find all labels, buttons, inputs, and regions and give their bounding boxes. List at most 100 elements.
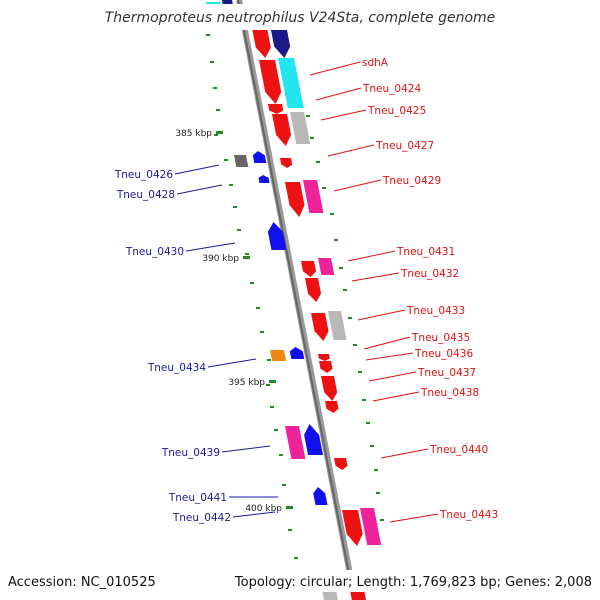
label-leader-line (221, 445, 271, 453)
label-leader-line (176, 184, 223, 195)
label-leader-line (380, 448, 429, 459)
gc-dot (343, 289, 347, 291)
gc-dot (279, 454, 283, 456)
gc-dot (260, 331, 264, 333)
tick-mark (269, 380, 276, 383)
gene-label-left: Tneu_0434 (147, 362, 206, 374)
gene-label-left: Tneu_0439 (161, 447, 220, 459)
feature-red (310, 313, 329, 341)
gene-label-left: Tneu_0441 (168, 492, 227, 504)
gc-dot (282, 484, 286, 486)
feature-red (342, 510, 363, 546)
gene-features (206, 0, 382, 600)
label-leader-line (232, 511, 276, 518)
gc-dot (229, 184, 233, 186)
gc-dot (358, 371, 362, 373)
label-leader-line (333, 179, 382, 192)
label-leader-line (347, 250, 396, 262)
feature-blue-small (252, 151, 267, 163)
label-leader-line (389, 513, 439, 523)
gene-label-right: Tneu_0440 (429, 444, 488, 456)
tick-label: 385 kbp (175, 129, 212, 139)
gene-label-right: sdhA (362, 57, 389, 69)
gc-dot (256, 307, 260, 309)
gc-dot (334, 239, 338, 241)
tick-mark (216, 131, 223, 134)
gene-label-left: Tneu_0426 (114, 169, 173, 181)
feature-pink (360, 508, 382, 545)
feature-blue (267, 222, 287, 250)
gene-label-right: Tneu_0433 (406, 305, 465, 317)
gc-dot (376, 492, 380, 494)
gc-dot (267, 359, 271, 361)
gene-label-right: Tneu_0431 (396, 246, 455, 258)
gene-label-left: Tneu_0442 (172, 512, 231, 524)
gc-dot (213, 87, 217, 89)
gc-dot (270, 406, 274, 408)
feature-red-small (333, 458, 348, 470)
gene-label-right: Tneu_0436 (414, 348, 473, 360)
gc-dot (210, 61, 214, 63)
gc-dot (288, 529, 292, 531)
feature-orange (270, 350, 287, 361)
feature-red-tiny (317, 354, 330, 361)
gc-dot (206, 34, 210, 36)
gc-dot (366, 422, 370, 424)
gene-label-right: Tneu_0443 (439, 509, 498, 521)
label-leader-line (174, 164, 220, 175)
feature-blue-tiny (258, 175, 270, 183)
label-leader-line (327, 144, 375, 157)
feature-red-bottom (350, 590, 366, 600)
feature-pink (303, 180, 324, 213)
gc-dot (362, 399, 366, 401)
feature-pink (317, 258, 335, 275)
tick-label: 400 kbp (245, 504, 282, 514)
feature-red (301, 261, 317, 277)
genome-backbone (236, 0, 358, 600)
backbone-inner (237, 0, 355, 600)
gene-label-right: Tneu_0437 (417, 367, 476, 379)
gc-dot (330, 213, 334, 215)
feature-red-small (279, 158, 293, 168)
gc-dot (224, 159, 228, 161)
feature-red-small (324, 401, 339, 413)
feature-blue-small (313, 487, 328, 505)
label-leader-line (372, 391, 420, 402)
tick-mark (243, 256, 250, 259)
gc-dot (274, 429, 278, 431)
feature-grey (328, 311, 347, 340)
feature-red-small (318, 361, 333, 373)
gc-dot (237, 229, 241, 231)
feature-navy (269, 25, 291, 58)
feature-red (284, 182, 305, 217)
label-leader-line (368, 371, 417, 382)
accession-text: Accession: NC_010525 (8, 575, 156, 590)
label-leader-line (365, 352, 414, 361)
gene-label-right: Tneu_0435 (411, 332, 470, 344)
label-leader-line (351, 272, 400, 282)
gene-label-right: Tneu_0429 (382, 175, 441, 187)
feature-red (321, 376, 338, 401)
gene-label-right: Tneu_0424 (362, 83, 421, 95)
gc-dot (294, 557, 298, 559)
tick-label: 390 kbp (202, 254, 239, 264)
label-leader-line (357, 309, 406, 321)
genome-stats-text: Topology: circular; Length: 1,769,823 bp… (234, 575, 592, 590)
gene-label-left: Tneu_0430 (125, 246, 184, 258)
gc-dot (348, 317, 352, 319)
gc-dot (380, 519, 384, 521)
feature-red (305, 278, 322, 302)
gc-dot (250, 282, 254, 284)
feature-blue-small (289, 347, 305, 359)
gc-dot (374, 469, 378, 471)
label-leader-line (315, 87, 362, 101)
gene-label-right: Tneu_0438 (420, 387, 479, 399)
gc-dot (322, 187, 326, 189)
label-leader-line (320, 109, 367, 121)
label-leader-line (207, 358, 257, 368)
feature-sdhA (258, 60, 282, 104)
gc-content-track (206, 34, 384, 559)
gene-label-right: Tneu_0432 (400, 268, 459, 280)
gene-labels: sdhA Tneu_0424 Tneu_0425 Tneu_0427 Tneu_0429… (114, 57, 498, 524)
